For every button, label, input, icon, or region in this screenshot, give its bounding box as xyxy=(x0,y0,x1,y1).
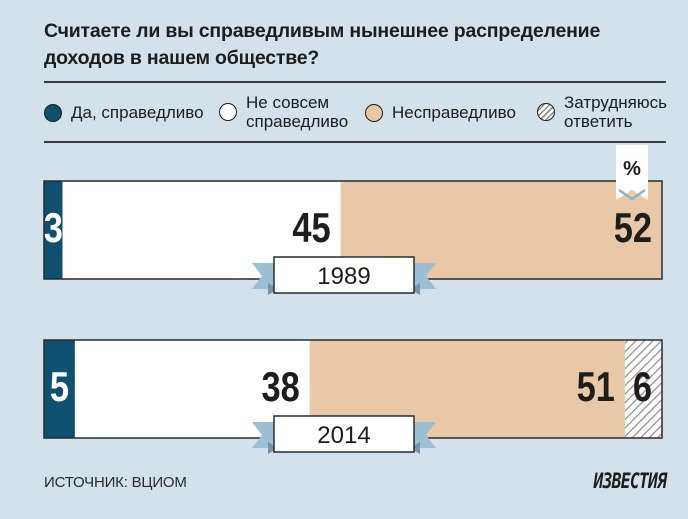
data-label-1989-3: 52 xyxy=(614,205,652,252)
legend-item-unfair: Несправедливо xyxy=(365,103,516,122)
bar-segment-1989-1 xyxy=(44,181,63,279)
percent-badge-shape xyxy=(616,145,648,200)
data-label-1989-2: 45 xyxy=(292,205,330,252)
data-label-2014-2: 38 xyxy=(261,364,299,411)
chart-title: Считаете ли вы справедливым нынешнее рас… xyxy=(44,20,601,69)
data-label-2014-4: 6 xyxy=(633,364,652,411)
legend-item-notquite: Не совсем справедливо xyxy=(219,93,348,131)
percent-badge-chevron xyxy=(618,188,646,201)
year-ribbon-1989: 1989 xyxy=(252,256,436,295)
legend-label-notquite: Не совсем справедливо xyxy=(246,93,349,131)
divider-top xyxy=(44,81,666,83)
percent-badge-label: % xyxy=(623,158,641,180)
legend-swatch-hard xyxy=(537,103,555,121)
legend-item-hard: Затрудняюсь ответить xyxy=(537,93,667,131)
legend-swatch-notquite xyxy=(219,103,237,121)
legend-label-unfair: Несправедливо xyxy=(392,103,516,122)
data-label-1989-1: 3 xyxy=(44,205,63,252)
data-label-2014-1: 5 xyxy=(50,364,69,411)
year-label-1989: 1989 xyxy=(317,263,370,290)
bar-segment-2014-2 xyxy=(74,340,310,438)
year-label-2014: 2014 xyxy=(317,422,370,449)
legend-label-yes: Да, справедливо xyxy=(71,103,204,122)
year-ribbon-2014: 2014 xyxy=(252,415,436,454)
bar-segment-2014-1 xyxy=(44,340,75,438)
legend-swatch-unfair xyxy=(365,103,383,122)
legend-swatch-yes xyxy=(44,103,62,122)
percent-badge: % xyxy=(616,145,648,201)
data-label-2014-3: 51 xyxy=(577,364,615,411)
divider-legend xyxy=(44,141,666,143)
legend-label-hard: Затрудняюсь ответить xyxy=(564,93,667,131)
legend-item-yes: Да, справедливо xyxy=(44,103,204,122)
publisher-logo: ИЗВЕСТИЯ xyxy=(593,469,666,493)
source-note: ИСТОЧНИК: ВЦИОМ xyxy=(44,474,187,491)
bar-segment-2014-4 xyxy=(624,340,662,438)
